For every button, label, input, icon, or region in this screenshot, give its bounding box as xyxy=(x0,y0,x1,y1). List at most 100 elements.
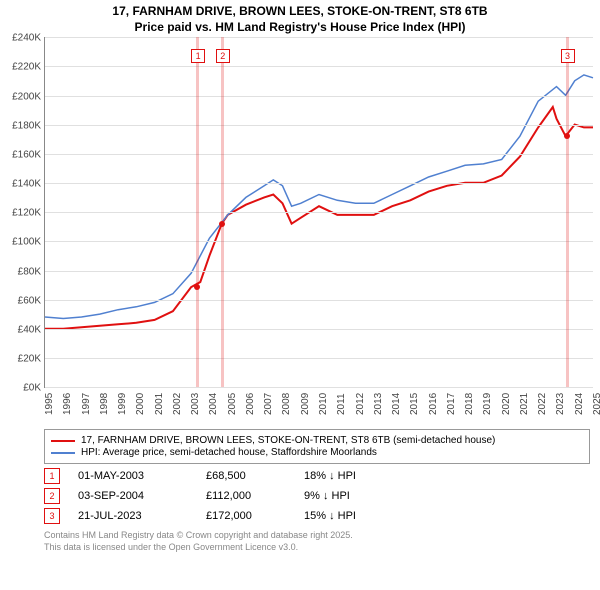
y-tick-label: £0K xyxy=(23,383,45,394)
sale-dot xyxy=(219,221,225,227)
x-tick-label: 1997 xyxy=(81,393,92,415)
gridline: £200K xyxy=(45,96,593,97)
y-tick-label: £140K xyxy=(12,179,45,190)
x-tick-label: 2015 xyxy=(409,393,420,415)
sale-row-marker: 2 xyxy=(44,488,60,504)
sale-price: £68,500 xyxy=(206,470,286,482)
x-tick-label: 2013 xyxy=(373,393,384,415)
gridline: £220K xyxy=(45,66,593,67)
x-tick-label: 2008 xyxy=(281,393,292,415)
x-tick-label: 1995 xyxy=(44,393,55,415)
sale-date: 03-SEP-2004 xyxy=(78,490,188,502)
gridline: £80K xyxy=(45,271,593,272)
series-line xyxy=(45,107,593,329)
sale-pct: 9% ↓ HPI xyxy=(304,490,590,502)
sale-row-marker: 1 xyxy=(44,468,60,484)
gridline: £140K xyxy=(45,183,593,184)
attribution: Contains HM Land Registry data © Crown c… xyxy=(44,530,590,553)
sale-marker: 3 xyxy=(561,49,575,63)
x-tick-label: 1996 xyxy=(62,393,73,415)
y-tick-label: £200K xyxy=(12,91,45,102)
legend-label: 17, FARNHAM DRIVE, BROWN LEES, STOKE-ON-… xyxy=(81,435,495,446)
x-tick-label: 2007 xyxy=(263,393,274,415)
y-tick-label: £180K xyxy=(12,120,45,131)
sale-row-marker: 3 xyxy=(44,508,60,524)
sale-price: £112,000 xyxy=(206,490,286,502)
y-tick-label: £20K xyxy=(18,354,45,365)
sale-dot xyxy=(564,133,570,139)
attribution-line-1: Contains HM Land Registry data © Crown c… xyxy=(44,530,590,542)
y-tick-label: £60K xyxy=(18,295,45,306)
y-tick-label: £40K xyxy=(18,324,45,335)
legend-swatch xyxy=(51,452,75,454)
x-tick-label: 2014 xyxy=(391,393,402,415)
y-tick-label: £80K xyxy=(18,266,45,277)
sale-vline xyxy=(221,37,224,387)
gridline: £180K xyxy=(45,125,593,126)
y-tick-label: £100K xyxy=(12,237,45,248)
sale-row: 2 03-SEP-2004 £112,000 9% ↓ HPI xyxy=(44,488,590,504)
sale-row: 1 01-MAY-2003 £68,500 18% ↓ HPI xyxy=(44,468,590,484)
x-tick-label: 2000 xyxy=(135,393,146,415)
legend-swatch xyxy=(51,440,75,442)
y-tick-label: £160K xyxy=(12,149,45,160)
gridline: £100K xyxy=(45,241,593,242)
x-tick-label: 2002 xyxy=(172,393,183,415)
gridline: £240K xyxy=(45,37,593,38)
sale-row: 3 21-JUL-2023 £172,000 15% ↓ HPI xyxy=(44,508,590,524)
x-tick-label: 2004 xyxy=(208,393,219,415)
sale-marker: 1 xyxy=(191,49,205,63)
legend-row: 17, FARNHAM DRIVE, BROWN LEES, STOKE-ON-… xyxy=(51,435,583,446)
x-tick-label: 1998 xyxy=(99,393,110,415)
x-tick-label: 2021 xyxy=(519,393,530,415)
x-tick-label: 2019 xyxy=(482,393,493,415)
attribution-line-2: This data is licensed under the Open Gov… xyxy=(44,542,590,554)
x-tick-label: 2017 xyxy=(446,393,457,415)
x-tick-label: 2020 xyxy=(501,393,512,415)
legend: 17, FARNHAM DRIVE, BROWN LEES, STOKE-ON-… xyxy=(44,429,590,464)
sale-vline xyxy=(566,37,569,387)
x-tick-label: 2022 xyxy=(537,393,548,415)
x-tick-label: 2018 xyxy=(464,393,475,415)
sale-marker: 2 xyxy=(216,49,230,63)
x-tick-label: 2011 xyxy=(336,394,347,416)
x-tick-label: 2025 xyxy=(592,393,600,415)
series-line xyxy=(45,75,593,319)
gridline: £20K xyxy=(45,358,593,359)
chart-container: 17, FARNHAM DRIVE, BROWN LEES, STOKE-ON-… xyxy=(0,0,600,590)
y-tick-label: £120K xyxy=(12,208,45,219)
sale-price: £172,000 xyxy=(206,510,286,522)
plot-region: £0K£20K£40K£60K£80K£100K£120K£140K£160K£… xyxy=(44,37,593,388)
x-tick-label: 2001 xyxy=(154,393,165,415)
x-tick-label: 2009 xyxy=(300,393,311,415)
gridline: £40K xyxy=(45,329,593,330)
legend-row: HPI: Average price, semi-detached house,… xyxy=(51,447,583,458)
sale-date: 01-MAY-2003 xyxy=(78,470,188,482)
x-tick-label: 2012 xyxy=(355,393,366,415)
sale-dot xyxy=(194,284,200,290)
sale-pct: 18% ↓ HPI xyxy=(304,470,590,482)
x-axis-labels: 1995 1996 1997 1998 1999 2000 2001 2002 2003 2004… xyxy=(44,387,592,427)
title-line-2: Price paid vs. HM Land Registry's House … xyxy=(10,20,590,36)
y-tick-label: £240K xyxy=(12,33,45,44)
legend-label: HPI: Average price, semi-detached house,… xyxy=(81,447,377,458)
x-tick-label: 2010 xyxy=(318,393,329,415)
sales-table: 1 01-MAY-2003 £68,500 18% ↓ HPI 2 03-SEP-2004… xyxy=(44,468,590,524)
x-tick-label: 2024 xyxy=(574,393,585,415)
x-tick-label: 2006 xyxy=(245,393,256,415)
gridline: £120K xyxy=(45,212,593,213)
y-tick-label: £220K xyxy=(12,62,45,73)
gridline: £60K xyxy=(45,300,593,301)
chart-title: 17, FARNHAM DRIVE, BROWN LEES, STOKE-ON-… xyxy=(0,0,600,37)
x-tick-label: 1999 xyxy=(117,393,128,415)
chart-area: £0K£20K£40K£60K£80K£100K£120K£140K£160K£… xyxy=(44,37,592,427)
sale-pct: 15% ↓ HPI xyxy=(304,510,590,522)
x-tick-label: 2023 xyxy=(555,393,566,415)
x-tick-label: 2016 xyxy=(428,393,439,415)
sale-date: 21-JUL-2023 xyxy=(78,510,188,522)
sale-vline xyxy=(196,37,199,387)
x-tick-label: 2005 xyxy=(227,393,238,415)
gridline: £160K xyxy=(45,154,593,155)
x-tick-label: 2003 xyxy=(190,393,201,415)
title-line-1: 17, FARNHAM DRIVE, BROWN LEES, STOKE-ON-… xyxy=(10,4,590,20)
